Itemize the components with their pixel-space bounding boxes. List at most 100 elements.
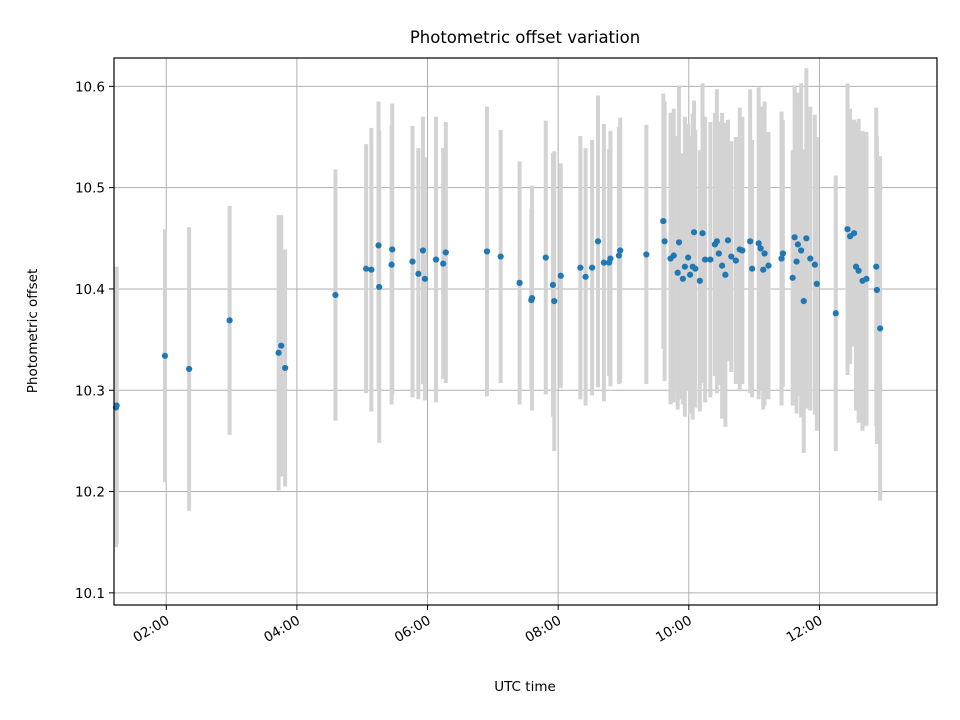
data-point (551, 298, 558, 305)
data-point (807, 255, 814, 262)
data-point (855, 267, 862, 274)
y-axis: 10.1 10.2 10.3 10.4 10.5 10.6 (75, 79, 114, 602)
data-point (582, 273, 589, 280)
data-point (670, 252, 677, 259)
data-point (844, 226, 851, 233)
data-point (707, 256, 714, 263)
data-point (409, 258, 416, 265)
data-point (811, 261, 818, 268)
data-point (186, 365, 193, 373)
data-points (112, 217, 884, 411)
data-point (690, 229, 698, 236)
data-point (873, 263, 880, 270)
data-point (850, 230, 858, 237)
data-point (275, 349, 282, 356)
data-point (739, 247, 746, 254)
data-point (765, 262, 772, 269)
data-point (722, 271, 729, 278)
data-point (528, 294, 536, 302)
data-point (419, 247, 427, 254)
data-point (113, 402, 120, 409)
data-point (557, 272, 564, 279)
data-point (516, 279, 523, 286)
data-point (873, 286, 881, 294)
data-point (687, 271, 694, 278)
data-point (589, 264, 596, 271)
data-point (549, 281, 557, 289)
data-point (675, 239, 683, 246)
data-point (863, 275, 870, 282)
data-point (793, 258, 800, 265)
data-point (442, 249, 449, 256)
data-point (389, 246, 396, 253)
data-point (542, 254, 549, 261)
data-point (702, 256, 709, 263)
data-point (755, 240, 762, 247)
data-point (607, 255, 614, 262)
data-point (757, 245, 764, 252)
data-point (278, 342, 285, 349)
data-point (732, 257, 739, 264)
data-point (483, 248, 491, 255)
axes-frame (113, 57, 938, 606)
data-point (715, 250, 722, 257)
data-point (832, 310, 839, 317)
data-point (617, 247, 624, 254)
data-point (643, 251, 650, 258)
data-point (699, 230, 706, 237)
data-point (661, 238, 668, 245)
data-point (332, 291, 339, 299)
data-point (415, 270, 422, 277)
data-point (161, 352, 169, 359)
data-point (577, 264, 584, 271)
data-point (789, 274, 796, 281)
data-point (692, 265, 699, 272)
data-point (375, 242, 382, 249)
y-tick-label: 10.1 (75, 586, 105, 602)
y-tick-label: 10.4 (75, 282, 105, 298)
data-point (432, 256, 440, 263)
data-point (779, 250, 786, 257)
data-point (600, 259, 607, 266)
data-point (877, 325, 884, 332)
data-point (660, 217, 667, 225)
data-point (761, 250, 768, 257)
data-point (813, 280, 820, 287)
data-point (778, 255, 785, 262)
data-point (685, 254, 692, 261)
data-point (368, 266, 375, 273)
data-point (800, 298, 807, 305)
data-point (440, 260, 447, 267)
data-point (226, 317, 233, 324)
data-point (798, 247, 805, 254)
data-point (497, 253, 504, 260)
data-point (363, 265, 370, 272)
y-tick-label: 10.5 (75, 181, 105, 197)
y-tick-label: 10.2 (75, 485, 105, 501)
data-point (749, 265, 756, 272)
data-point (747, 238, 754, 245)
data-point (674, 269, 681, 276)
data-point (696, 277, 703, 284)
data-point (713, 238, 720, 245)
x-axis-label: UTC time (494, 679, 556, 695)
data-point (421, 275, 429, 282)
chart-title: Photometric offset variation (410, 28, 640, 47)
data-point (719, 262, 726, 269)
data-point (791, 234, 798, 241)
data-point (760, 266, 767, 273)
data-point (728, 253, 735, 260)
data-point (376, 283, 383, 291)
data-point (794, 241, 801, 248)
y-tick-label: 10.3 (75, 383, 105, 399)
data-point (679, 275, 687, 282)
y-axis-label: Photometric offset (25, 269, 41, 393)
y-tick-label: 10.6 (75, 79, 105, 95)
data-point (681, 263, 688, 270)
data-point (803, 235, 810, 242)
data-point (388, 261, 395, 268)
data-point (615, 252, 623, 259)
data-point (282, 364, 289, 372)
data-point (724, 237, 732, 244)
